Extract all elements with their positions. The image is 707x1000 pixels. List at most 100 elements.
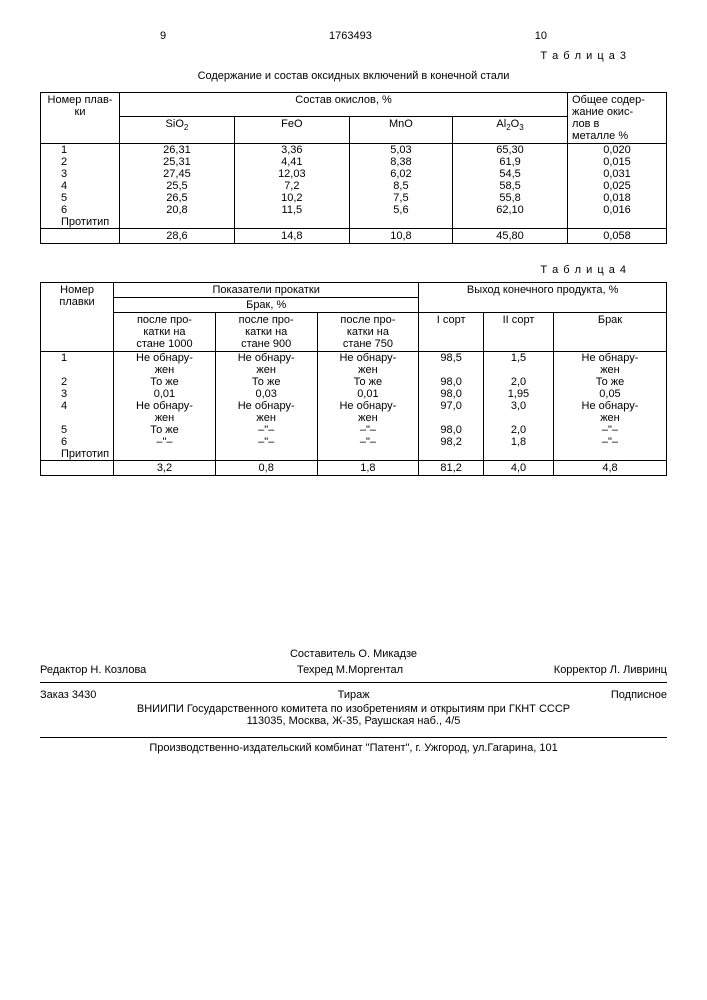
table-cell: 97,0 (419, 400, 484, 424)
t4-c2: после про- катки на стане 900 (215, 313, 317, 352)
table-cell: То же (114, 376, 216, 388)
tirage: Тираж (338, 689, 370, 701)
table-cell: 55,8 (453, 192, 568, 204)
table-cell: 0,05 (553, 388, 666, 400)
t4-c5: II сорт (484, 313, 554, 352)
table-cell (349, 216, 452, 229)
table-cell: –"– (317, 436, 419, 448)
t3-colB: FeO (234, 116, 349, 143)
table-cell: 5,6 (349, 204, 452, 216)
table-cell: 20,8 (120, 204, 235, 216)
table-cell: Не обнару- жен (114, 352, 216, 377)
table-cell: 8,38 (349, 156, 452, 168)
page-numbers: 9 1763493 10 (160, 30, 547, 42)
table-cell: 10,8 (349, 229, 452, 244)
table-cell: 1,5 (484, 352, 554, 377)
table-cell (41, 461, 114, 476)
table-cell: 0,025 (568, 180, 667, 192)
table-cell: Не обнару- жен (317, 352, 419, 377)
table-cell: 3 (41, 388, 114, 400)
table-cell: 0,015 (568, 156, 667, 168)
t3-colD: Al2O3 (453, 116, 568, 143)
table-cell: –"– (114, 436, 216, 448)
table-cell: 98,5 (419, 352, 484, 377)
editor: Редактор Н. Козлова (40, 664, 146, 676)
table-cell: 0,8 (215, 461, 317, 476)
table-cell: 0,031 (568, 168, 667, 180)
table-cell: 98,0 (419, 376, 484, 388)
table-cell: 81,2 (419, 461, 484, 476)
table-cell: 10,2 (234, 192, 349, 204)
org1: ВНИИПИ Государственного комитета по изоб… (40, 703, 667, 715)
table-cell (484, 448, 554, 461)
table-cell: 6 (41, 204, 120, 216)
table-cell: 0,016 (568, 204, 667, 216)
table-cell: 0,03 (215, 388, 317, 400)
t3-col0: Номер плав- ки (41, 93, 120, 144)
table-cell: 0,01 (317, 388, 419, 400)
table4-label: Т а б л и ц а 4 (40, 264, 627, 276)
table-cell: 58,5 (453, 180, 568, 192)
order: Заказ 3430 (40, 689, 96, 701)
table-cell: 6 (41, 436, 114, 448)
table-cell (114, 448, 216, 461)
table-cell: Не обнару- жен (553, 400, 666, 424)
t3-group1: Состав окислов, % (120, 93, 568, 117)
table-cell: 0,058 (568, 229, 667, 244)
table-cell: 12,03 (234, 168, 349, 180)
t4-g1: Показатели прокатки (114, 283, 419, 298)
table-cell: 45,80 (453, 229, 568, 244)
sign: Подписное (611, 689, 667, 701)
table-cell: 98,0 (419, 388, 484, 400)
table-cell: –"– (215, 436, 317, 448)
table-cell: 26,5 (120, 192, 235, 204)
t4-g1a: Брак, % (114, 298, 419, 313)
table-cell: 25,31 (120, 156, 235, 168)
table-cell: 27,45 (120, 168, 235, 180)
org2: 113035, Москва, Ж-35, Раушская наб., 4/5 (40, 715, 667, 727)
table-cell: 4,41 (234, 156, 349, 168)
table-cell: 65,30 (453, 144, 568, 157)
table-cell: 1 (41, 352, 114, 377)
table-cell (553, 448, 666, 461)
table-cell: 54,5 (453, 168, 568, 180)
t4-col0: Номер плавки (41, 283, 114, 352)
table-cell: Не обнару- жен (114, 400, 216, 424)
pub: Производственно-издательский комбинат "П… (40, 737, 667, 754)
table-cell: 2,0 (484, 376, 554, 388)
table-cell: Притотип (41, 448, 114, 461)
table-cell: 98,0 (419, 424, 484, 436)
t4-c6: Брак (553, 313, 666, 352)
table-cell: 0,01 (114, 388, 216, 400)
table-cell: 3,36 (234, 144, 349, 157)
t3-colC: MnO (349, 116, 452, 143)
table3: Номер плав- ки Состав окислов, % Общее с… (40, 92, 667, 244)
table-cell: 1,95 (484, 388, 554, 400)
table3-label: Т а б л и ц а 3 (40, 50, 627, 62)
table-cell: То же (114, 424, 216, 436)
t3-colA: SiO2 (120, 116, 235, 143)
table-cell (120, 216, 235, 229)
table-cell: 28,6 (120, 229, 235, 244)
table-cell: 1,8 (484, 436, 554, 448)
table-cell: 4,8 (553, 461, 666, 476)
page-center: 1763493 (329, 30, 372, 42)
table-cell: 3,2 (114, 461, 216, 476)
corrector: Корректор Л. Ливринц (554, 664, 667, 676)
t3-colE: Общее содер- жание окис- лов в металле % (568, 93, 667, 144)
table-cell: 61,9 (453, 156, 568, 168)
table-cell (568, 216, 667, 229)
table-cell (234, 216, 349, 229)
table-cell: 3,0 (484, 400, 554, 424)
table-cell: 14,8 (234, 229, 349, 244)
table3-caption: Содержание и состав оксидных включений в… (40, 70, 667, 82)
table4: Номер плавки Показатели прокатки Выход к… (40, 282, 667, 476)
t4-g2: Выход конечного продукта, % (419, 283, 667, 313)
table-cell: 5,03 (349, 144, 452, 157)
table-cell: То же (215, 376, 317, 388)
table-cell: 6,02 (349, 168, 452, 180)
table-cell: 7,5 (349, 192, 452, 204)
table-cell: 25,5 (120, 180, 235, 192)
table-cell (41, 229, 120, 244)
table-cell: –"– (215, 424, 317, 436)
